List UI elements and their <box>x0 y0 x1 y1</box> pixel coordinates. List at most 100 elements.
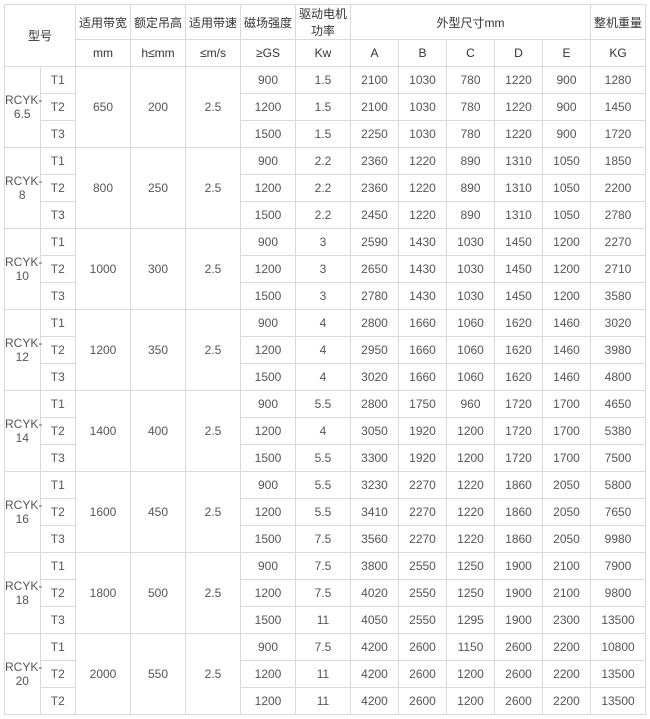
sub-cell: T2 <box>40 94 76 121</box>
b-cell: 1220 <box>399 148 447 175</box>
c-cell: 1030 <box>447 283 495 310</box>
belt-width-cell: 2000 <box>76 634 131 715</box>
a-cell: 4200 <box>351 688 399 715</box>
d-cell: 1220 <box>495 121 543 148</box>
sub-cell: T1 <box>40 634 76 661</box>
c-cell: 1200 <box>447 661 495 688</box>
a-cell: 3230 <box>351 472 399 499</box>
kw-cell: 3 <box>296 283 351 310</box>
kw-cell: 3 <box>296 229 351 256</box>
d-cell: 1720 <box>495 445 543 472</box>
sub-cell: T2 <box>40 499 76 526</box>
kg-cell: 2710 <box>591 256 646 283</box>
unit-hmm: h≤mm <box>131 40 186 67</box>
d-cell: 1720 <box>495 391 543 418</box>
e-cell: 2200 <box>543 661 591 688</box>
a-cell: 2360 <box>351 175 399 202</box>
a-cell: 2800 <box>351 391 399 418</box>
unit-c: C <box>447 40 495 67</box>
b-cell: 1030 <box>399 121 447 148</box>
belt-width-cell: 650 <box>76 67 131 148</box>
e-cell: 2100 <box>543 580 591 607</box>
c-cell: 960 <box>447 391 495 418</box>
kw-cell: 7.5 <box>296 526 351 553</box>
b-cell: 2270 <box>399 526 447 553</box>
header-belt-width: 适用带宽 <box>76 5 131 40</box>
unit-mm: mm <box>76 40 131 67</box>
d-cell: 1220 <box>495 67 543 94</box>
kw-cell: 2.2 <box>296 148 351 175</box>
b-cell: 1220 <box>399 202 447 229</box>
b-cell: 1920 <box>399 418 447 445</box>
gs-cell: 900 <box>241 310 296 337</box>
d-cell: 1620 <box>495 337 543 364</box>
kw-cell: 4 <box>296 364 351 391</box>
gs-cell: 1500 <box>241 445 296 472</box>
lift-height-cell: 300 <box>131 229 186 310</box>
table-row: RCYK-18T118005002.59007.5380025501250190… <box>5 553 646 580</box>
kw-cell: 1.5 <box>296 67 351 94</box>
header-belt-speed: 适用带速 <box>186 5 241 40</box>
d-cell: 1450 <box>495 256 543 283</box>
header-mag-intensity: 磁场强度 <box>241 5 296 40</box>
d-cell: 1860 <box>495 499 543 526</box>
e-cell: 900 <box>543 94 591 121</box>
b-cell: 2600 <box>399 634 447 661</box>
b-cell: 1430 <box>399 283 447 310</box>
e-cell: 1200 <box>543 283 591 310</box>
gs-cell: 900 <box>241 67 296 94</box>
lift-height-cell: 250 <box>131 148 186 229</box>
model-cell: RCYK-16 <box>5 472 41 553</box>
b-cell: 2550 <box>399 553 447 580</box>
a-cell: 3300 <box>351 445 399 472</box>
c-cell: 780 <box>447 67 495 94</box>
d-cell: 1860 <box>495 526 543 553</box>
d-cell: 1310 <box>495 148 543 175</box>
belt-speed-cell: 2.5 <box>186 310 241 391</box>
kg-cell: 9980 <box>591 526 646 553</box>
e-cell: 2200 <box>543 634 591 661</box>
kw-cell: 5.5 <box>296 391 351 418</box>
sub-cell: T1 <box>40 391 76 418</box>
kg-cell: 4650 <box>591 391 646 418</box>
model-cell: RCYK-18 <box>5 553 41 634</box>
lift-height-cell: 350 <box>131 310 186 391</box>
c-cell: 1030 <box>447 256 495 283</box>
b-cell: 2550 <box>399 580 447 607</box>
sub-cell: T3 <box>40 121 76 148</box>
header-lift-height: 额定吊高 <box>131 5 186 40</box>
gs-cell: 1200 <box>241 499 296 526</box>
sub-cell: T1 <box>40 472 76 499</box>
belt-speed-cell: 2.5 <box>186 553 241 634</box>
model-cell: RCYK-8 <box>5 148 41 229</box>
c-cell: 1200 <box>447 418 495 445</box>
e-cell: 1460 <box>543 310 591 337</box>
gs-cell: 900 <box>241 472 296 499</box>
gs-cell: 1200 <box>241 418 296 445</box>
c-cell: 780 <box>447 94 495 121</box>
table-row: RCYK-14T114004002.59005.5280017509601720… <box>5 391 646 418</box>
unit-gs: ≥GS <box>241 40 296 67</box>
b-cell: 1030 <box>399 94 447 121</box>
kw-cell: 4 <box>296 310 351 337</box>
kw-cell: 1.5 <box>296 94 351 121</box>
d-cell: 1860 <box>495 472 543 499</box>
c-cell: 1060 <box>447 337 495 364</box>
b-cell: 1750 <box>399 391 447 418</box>
d-cell: 2600 <box>495 661 543 688</box>
e-cell: 2050 <box>543 526 591 553</box>
kg-cell: 7900 <box>591 553 646 580</box>
b-cell: 1920 <box>399 445 447 472</box>
d-cell: 1620 <box>495 310 543 337</box>
table-head: 型号 适用带宽 额定吊高 适用带速 磁场强度 驱动电机功率 外型尺寸mm 整机重… <box>5 5 646 67</box>
kg-cell: 13500 <box>591 661 646 688</box>
gs-cell: 1500 <box>241 121 296 148</box>
d-cell: 1220 <box>495 94 543 121</box>
e-cell: 1050 <box>543 202 591 229</box>
model-cell: RCYK-20 <box>5 634 41 715</box>
b-cell: 2600 <box>399 661 447 688</box>
kw-cell: 2.2 <box>296 202 351 229</box>
gs-cell: 900 <box>241 148 296 175</box>
a-cell: 2450 <box>351 202 399 229</box>
c-cell: 890 <box>447 148 495 175</box>
